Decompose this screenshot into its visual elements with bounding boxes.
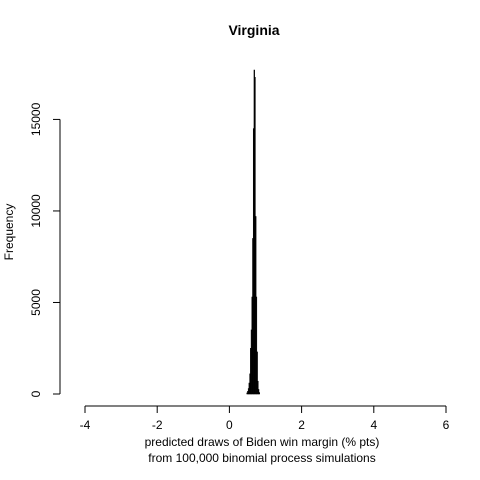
x-tick-label: -4 — [80, 418, 91, 432]
x-axis-label-line-2: from 100,000 binomial process simulation… — [148, 451, 375, 465]
y-axis: 0 5000 10000 15000 — [29, 102, 61, 397]
chart-title: Virginia — [228, 22, 279, 38]
y-axis-label: Frequency — [2, 204, 16, 261]
y-tick-label: 15000 — [29, 102, 43, 136]
x-tick-label: 0 — [226, 418, 233, 432]
y-tick-label: 5000 — [29, 289, 43, 316]
x-tick-label: 2 — [298, 418, 305, 432]
x-tick-label: 4 — [370, 418, 377, 432]
x-axis-label-line-1: predicted draws of Biden win margin (% p… — [145, 435, 380, 449]
histogram-bar — [256, 351, 258, 395]
x-axis: -4 -2 0 2 4 6 — [80, 405, 450, 432]
y-tick-label: 10000 — [29, 194, 43, 228]
histogram-bars — [246, 69, 260, 395]
x-tick-label: -2 — [152, 418, 163, 432]
histogram-bar — [258, 389, 260, 395]
histogram-bar — [258, 392, 260, 395]
histogram-bar — [255, 296, 258, 395]
x-tick-label: 6 — [443, 418, 450, 432]
histogram-bar — [257, 380, 259, 395]
y-tick-label: 0 — [29, 390, 43, 397]
